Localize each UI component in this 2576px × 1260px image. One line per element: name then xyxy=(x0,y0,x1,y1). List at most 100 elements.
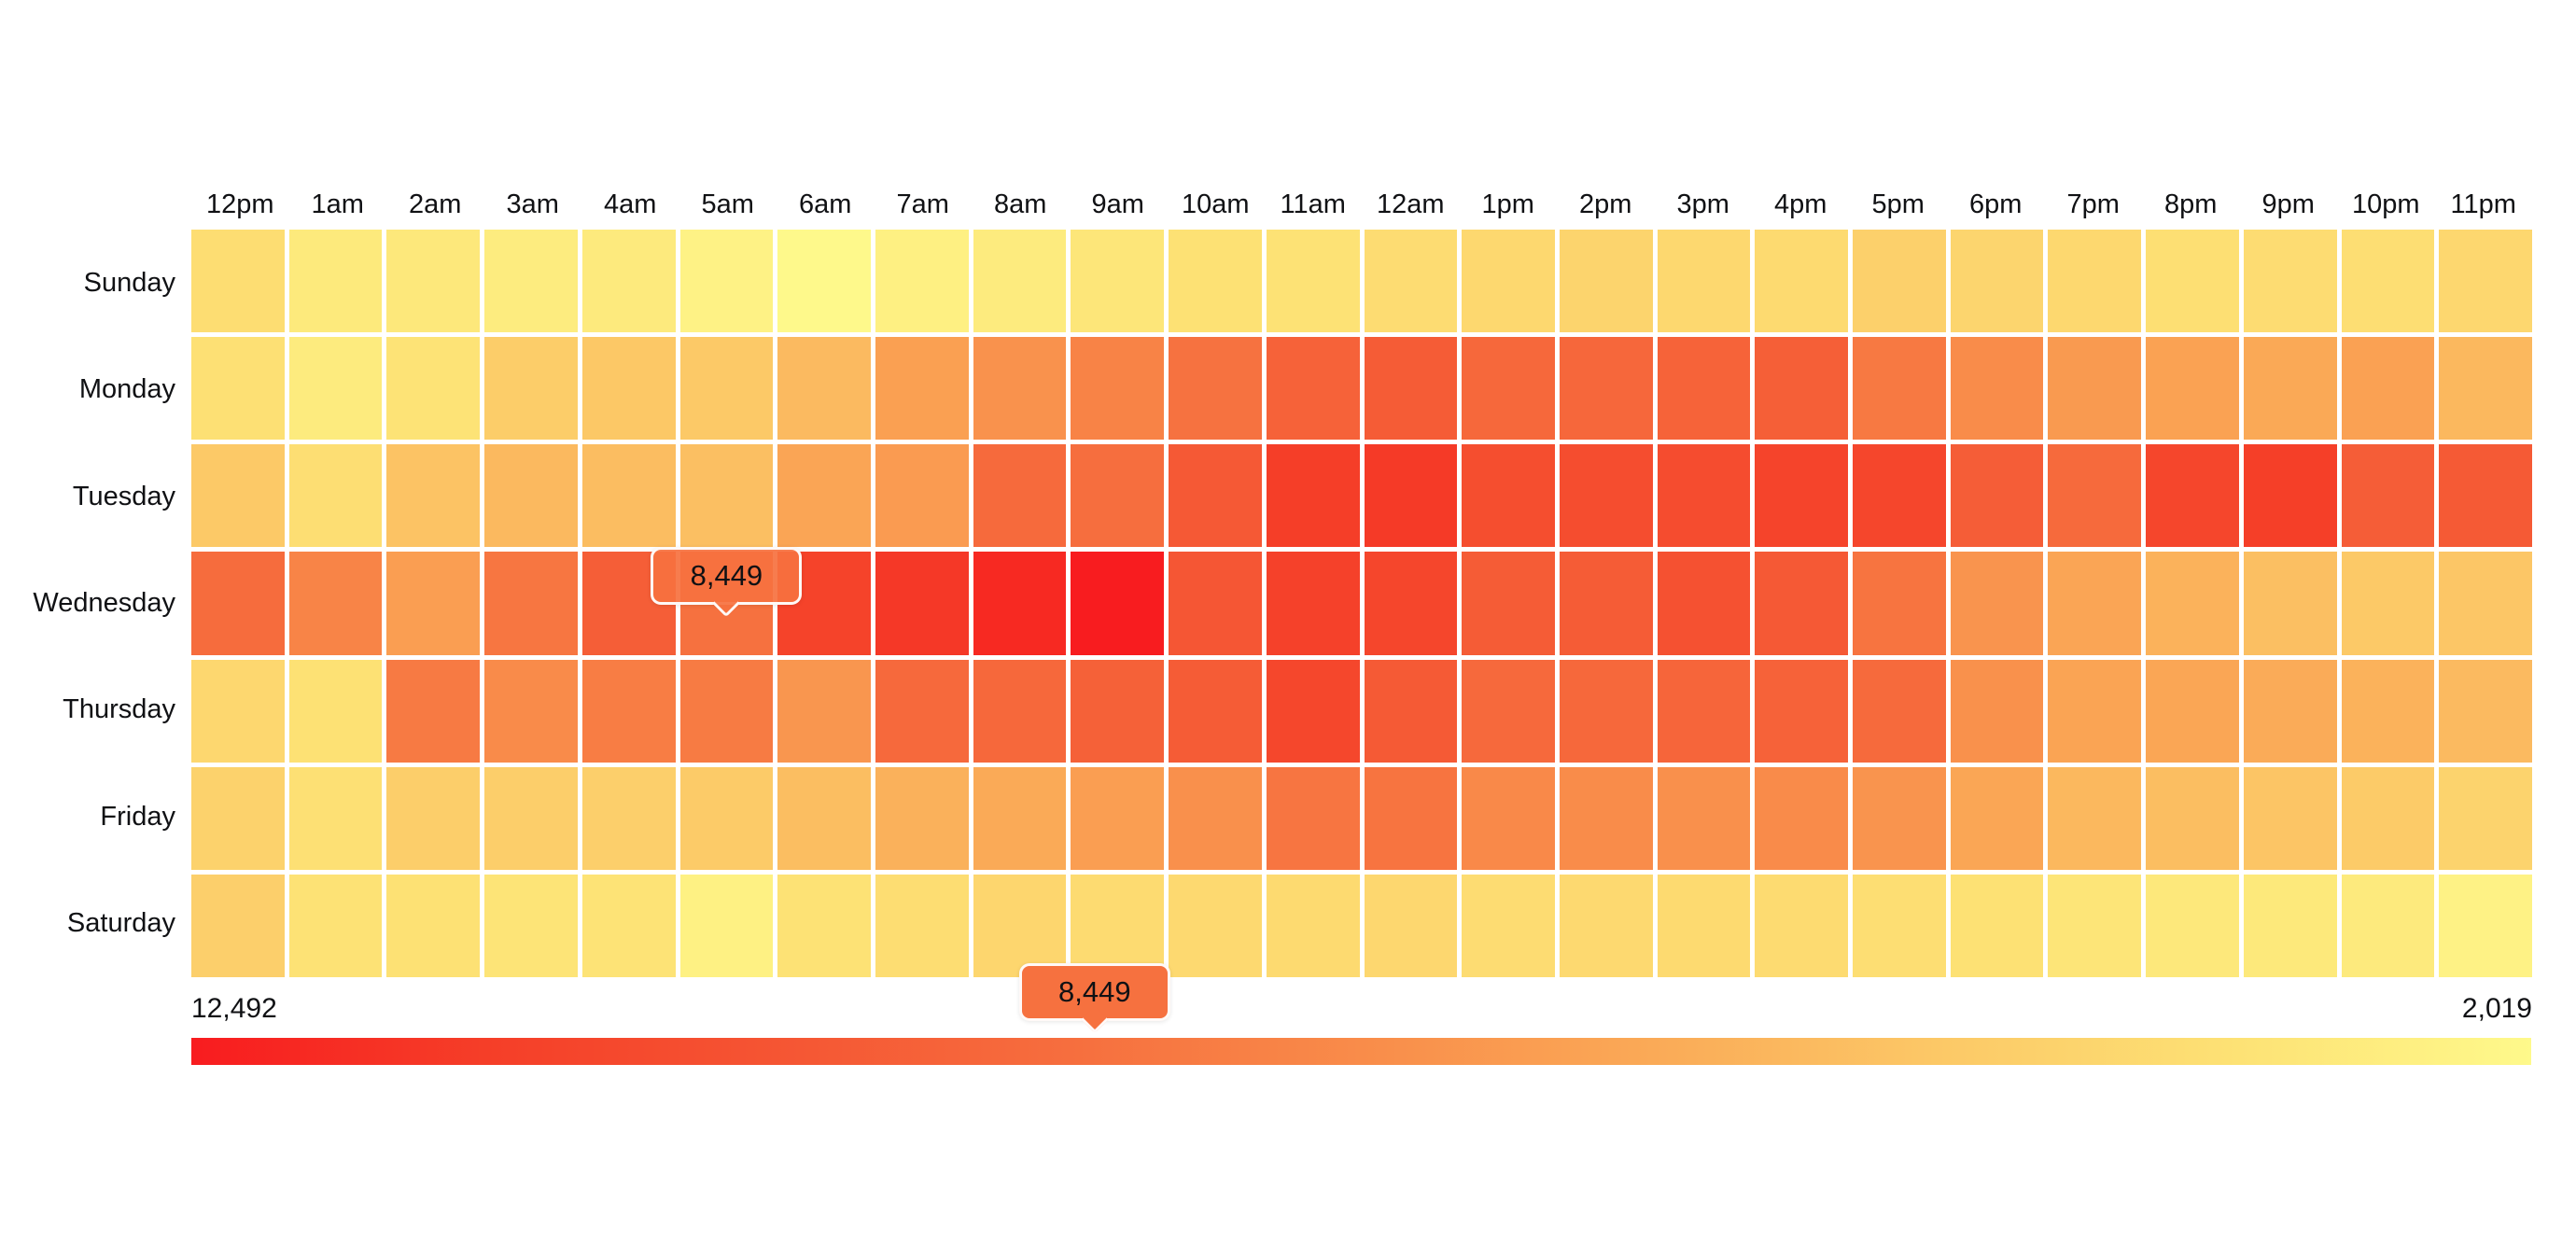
cell-wednesday-2pm[interactable] xyxy=(1559,552,1653,655)
cell-monday-3pm[interactable] xyxy=(1657,337,1751,441)
cell-friday-11am[interactable] xyxy=(1266,766,1360,870)
cell-tuesday-3am[interactable] xyxy=(484,444,578,548)
cell-monday-12pm[interactable] xyxy=(191,337,285,441)
cell-friday-10pm[interactable] xyxy=(2341,766,2435,870)
cell-friday-3am[interactable] xyxy=(484,766,578,870)
cell-saturday-1pm[interactable] xyxy=(1462,874,1555,977)
cell-saturday-7am[interactable] xyxy=(875,874,969,977)
cell-sunday-2pm[interactable] xyxy=(1559,230,1653,333)
cell-sunday-8pm[interactable] xyxy=(2146,230,2239,333)
cell-sunday-3pm[interactable] xyxy=(1657,230,1751,333)
cell-sunday-9am[interactable] xyxy=(1071,230,1165,333)
cell-monday-1am[interactable] xyxy=(288,337,383,441)
cell-wednesday-11am[interactable] xyxy=(1266,552,1360,655)
cell-sunday-7pm[interactable] xyxy=(2048,230,2142,333)
cell-wednesday-8pm[interactable] xyxy=(2146,552,2239,655)
cell-friday-2am[interactable] xyxy=(386,766,481,870)
cell-tuesday-8am[interactable] xyxy=(973,444,1067,548)
cell-friday-6pm[interactable] xyxy=(1950,766,2044,870)
cell-thursday-8am[interactable] xyxy=(973,659,1067,763)
cell-sunday-9pm[interactable] xyxy=(2243,230,2337,333)
cell-monday-2am[interactable] xyxy=(386,337,481,441)
cell-monday-10am[interactable] xyxy=(1169,337,1262,441)
cell-thursday-12pm[interactable] xyxy=(191,659,285,763)
cell-tuesday-5pm[interactable] xyxy=(1853,444,1946,548)
cell-friday-2pm[interactable] xyxy=(1559,766,1653,870)
cell-tuesday-4am[interactable] xyxy=(581,444,676,548)
cell-saturday-2am[interactable] xyxy=(386,874,481,977)
cell-sunday-8am[interactable] xyxy=(973,230,1067,333)
cell-thursday-10am[interactable] xyxy=(1169,659,1262,763)
cell-saturday-10pm[interactable] xyxy=(2341,874,2435,977)
cell-wednesday-12pm[interactable] xyxy=(191,552,285,655)
cell-sunday-11pm[interactable] xyxy=(2439,230,2532,333)
cell-saturday-7pm[interactable] xyxy=(2048,874,2142,977)
cell-thursday-9am[interactable] xyxy=(1071,659,1165,763)
cell-thursday-12am[interactable] xyxy=(1364,659,1458,763)
cell-monday-6am[interactable] xyxy=(777,337,871,441)
cell-tuesday-12am[interactable] xyxy=(1364,444,1458,548)
cell-thursday-1am[interactable] xyxy=(288,659,383,763)
cell-monday-2pm[interactable] xyxy=(1559,337,1653,441)
cell-friday-11pm[interactable] xyxy=(2439,766,2532,870)
cell-monday-7am[interactable] xyxy=(875,337,969,441)
cell-wednesday-9pm[interactable] xyxy=(2243,552,2337,655)
cell-wednesday-3am[interactable] xyxy=(484,552,578,655)
cell-thursday-9pm[interactable] xyxy=(2243,659,2337,763)
cell-thursday-5am[interactable] xyxy=(679,659,774,763)
cell-saturday-9am[interactable] xyxy=(1071,874,1165,977)
cell-monday-4am[interactable] xyxy=(581,337,676,441)
cell-saturday-5pm[interactable] xyxy=(1853,874,1946,977)
cell-tuesday-6am[interactable] xyxy=(777,444,871,548)
cell-monday-1pm[interactable] xyxy=(1462,337,1555,441)
cell-tuesday-11pm[interactable] xyxy=(2439,444,2532,548)
cell-monday-3am[interactable] xyxy=(484,337,578,441)
cell-wednesday-5pm[interactable] xyxy=(1853,552,1946,655)
cell-tuesday-4pm[interactable] xyxy=(1755,444,1849,548)
cell-monday-5pm[interactable] xyxy=(1853,337,1946,441)
cell-friday-7pm[interactable] xyxy=(2048,766,2142,870)
cell-sunday-1pm[interactable] xyxy=(1462,230,1555,333)
cell-friday-4pm[interactable] xyxy=(1755,766,1849,870)
cell-monday-11pm[interactable] xyxy=(2439,337,2532,441)
cell-wednesday-8am[interactable] xyxy=(973,552,1067,655)
cell-wednesday-2am[interactable] xyxy=(386,552,481,655)
cell-sunday-10am[interactable] xyxy=(1169,230,1262,333)
cell-thursday-6am[interactable] xyxy=(777,659,871,763)
cell-friday-9am[interactable] xyxy=(1071,766,1165,870)
cell-saturday-11pm[interactable] xyxy=(2439,874,2532,977)
cell-thursday-4pm[interactable] xyxy=(1755,659,1849,763)
cell-wednesday-4pm[interactable] xyxy=(1755,552,1849,655)
cell-tuesday-6pm[interactable] xyxy=(1950,444,2044,548)
cell-sunday-2am[interactable] xyxy=(386,230,481,333)
cell-tuesday-7pm[interactable] xyxy=(2048,444,2142,548)
cell-sunday-6pm[interactable] xyxy=(1950,230,2044,333)
cell-thursday-10pm[interactable] xyxy=(2341,659,2435,763)
cell-wednesday-9am[interactable] xyxy=(1071,552,1165,655)
cell-saturday-12pm[interactable] xyxy=(191,874,285,977)
cell-monday-11am[interactable] xyxy=(1266,337,1360,441)
cell-friday-8pm[interactable] xyxy=(2146,766,2239,870)
cell-sunday-5am[interactable] xyxy=(679,230,774,333)
cell-thursday-7am[interactable] xyxy=(875,659,969,763)
cell-monday-6pm[interactable] xyxy=(1950,337,2044,441)
cell-tuesday-11am[interactable] xyxy=(1266,444,1360,548)
cell-saturday-8pm[interactable] xyxy=(2146,874,2239,977)
cell-friday-12pm[interactable] xyxy=(191,766,285,870)
cell-monday-8am[interactable] xyxy=(973,337,1067,441)
cell-monday-12am[interactable] xyxy=(1364,337,1458,441)
cell-saturday-8am[interactable] xyxy=(973,874,1067,977)
cell-thursday-3am[interactable] xyxy=(484,659,578,763)
cell-thursday-2pm[interactable] xyxy=(1559,659,1653,763)
cell-tuesday-8pm[interactable] xyxy=(2146,444,2239,548)
cell-saturday-11am[interactable] xyxy=(1266,874,1360,977)
cell-monday-5am[interactable] xyxy=(679,337,774,441)
cell-friday-4am[interactable] xyxy=(581,766,676,870)
cell-saturday-12am[interactable] xyxy=(1364,874,1458,977)
cell-thursday-1pm[interactable] xyxy=(1462,659,1555,763)
cell-tuesday-5am[interactable] xyxy=(679,444,774,548)
cell-monday-9am[interactable] xyxy=(1071,337,1165,441)
cell-sunday-10pm[interactable] xyxy=(2341,230,2435,333)
cell-saturday-2pm[interactable] xyxy=(1559,874,1653,977)
cell-tuesday-12pm[interactable] xyxy=(191,444,285,548)
